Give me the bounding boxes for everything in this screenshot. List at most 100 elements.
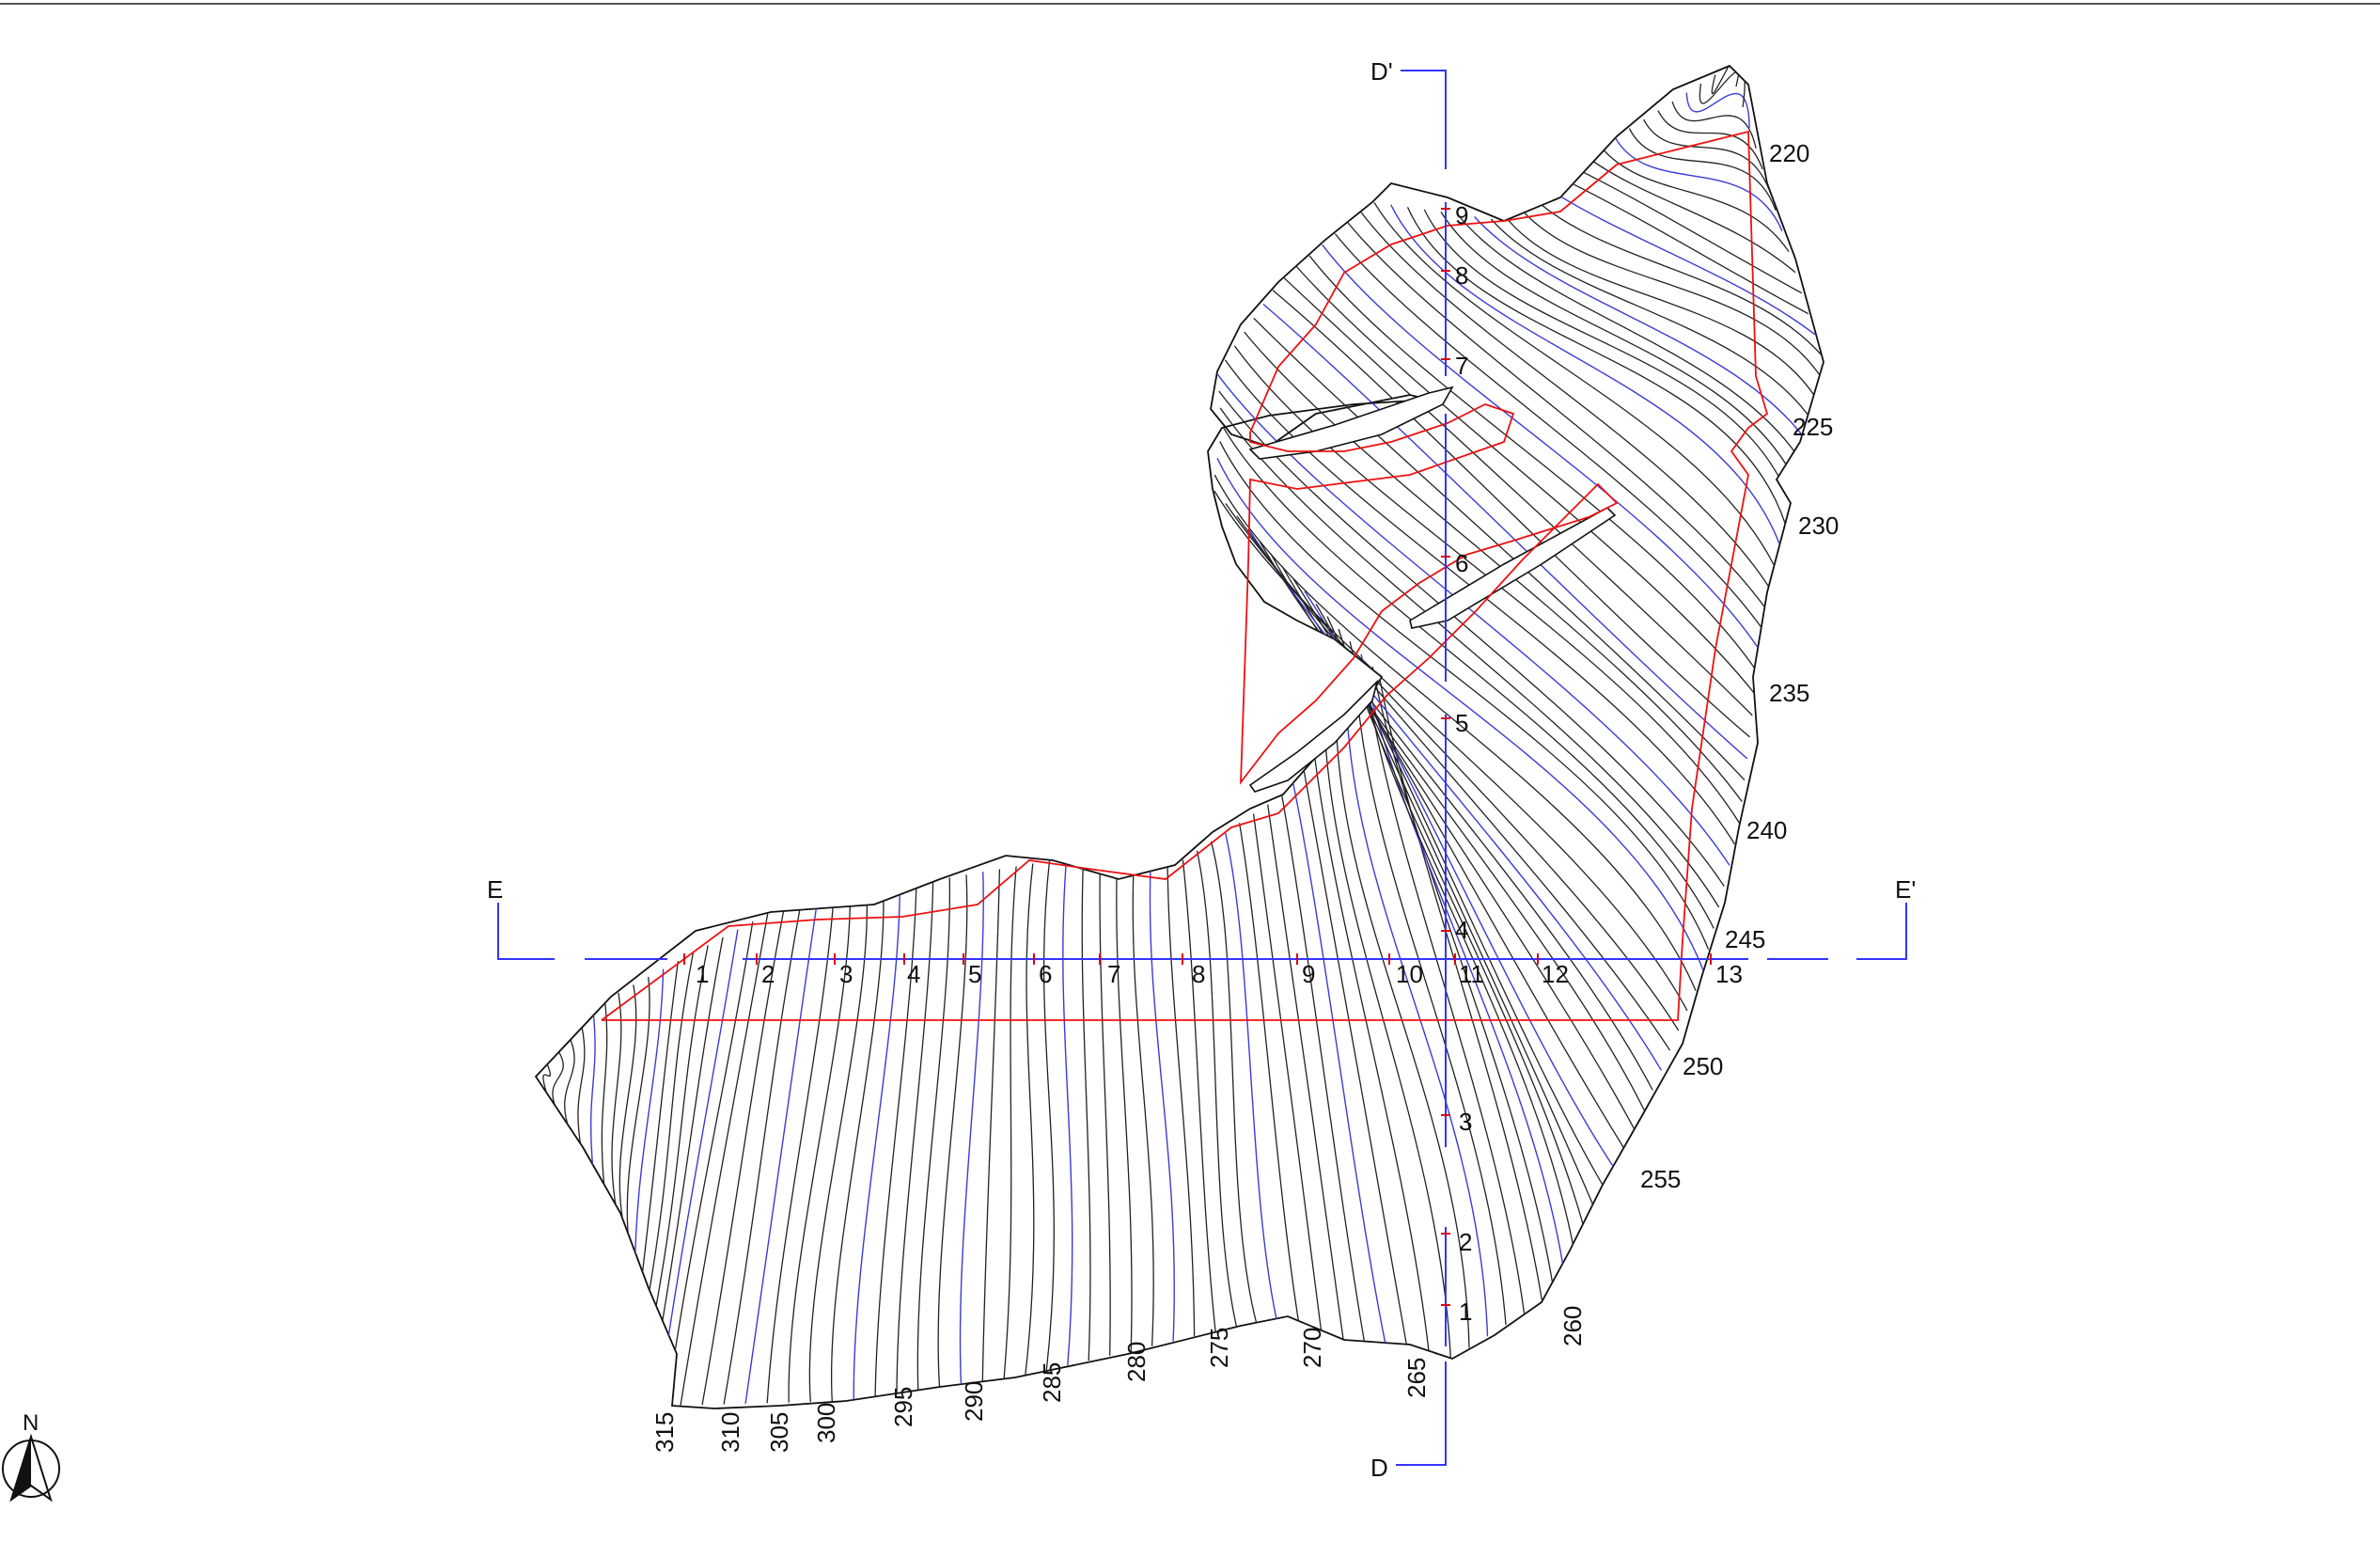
- section-e-start-label: E: [487, 875, 503, 904]
- terrain-cut-upper: [1248, 386, 1454, 460]
- contour-line: [1003, 866, 1017, 1379]
- index-contour: [853, 887, 900, 1400]
- contour-line: [1259, 541, 1653, 1091]
- contour-line: [1283, 276, 1753, 716]
- contour-line: [1196, 850, 1238, 1328]
- section-e-station-label: 1: [696, 960, 709, 988]
- contour-line: [626, 976, 650, 1247]
- section-e-end-label: E': [1895, 875, 1916, 904]
- contour-line: [1373, 201, 1776, 566]
- section-e-station-label: 12: [1542, 960, 1569, 988]
- contour-line: [896, 880, 934, 1394]
- section-d-station-label: 6: [1455, 549, 1468, 577]
- section-d-station-label: 4: [1455, 916, 1468, 944]
- contour-line: [1267, 804, 1345, 1343]
- contour-line: [1506, 218, 1816, 398]
- contour-line: [1601, 147, 1790, 253]
- index-contour: [1685, 92, 1750, 128]
- index-contour: [1292, 782, 1387, 1349]
- north-arrow-icon: N: [2, 1410, 60, 1503]
- contour-line: [1042, 860, 1055, 1371]
- contour-line: [656, 936, 724, 1352]
- contour-line: [1336, 731, 1470, 1348]
- contour-line: [618, 984, 637, 1226]
- contour-line: [1349, 641, 1574, 1245]
- contour-elevation-label: 305: [765, 1412, 793, 1453]
- contour-line: [1099, 861, 1111, 1356]
- section-d-start-label: D: [1370, 1454, 1388, 1482]
- contour-line: [1213, 474, 1697, 991]
- contour-line: [830, 889, 885, 1402]
- contour-line: [766, 899, 835, 1404]
- section-e-station-label: 3: [839, 960, 853, 988]
- contour-line: [916, 877, 951, 1392]
- section-e-station-label: 13: [1715, 960, 1743, 988]
- contour-line: [701, 909, 785, 1406]
- contour-line: [788, 896, 852, 1403]
- section-e-station-label: 11: [1459, 960, 1484, 988]
- contour-elevation-label: 275: [1205, 1328, 1233, 1368]
- contour-line: [1347, 222, 1766, 608]
- contour-line: [1379, 679, 1543, 1302]
- section-d-station-label: 9: [1455, 201, 1468, 229]
- terrain-cut-middle: [1409, 507, 1617, 629]
- contour-line: [1490, 218, 1811, 419]
- contour-line: [1210, 841, 1259, 1329]
- contour-line: [1457, 213, 1802, 462]
- contour-line: [1221, 424, 1715, 929]
- contour-line: [667, 921, 754, 1393]
- contour-line: [564, 1039, 575, 1133]
- contour-elevation-label: 300: [812, 1403, 840, 1443]
- section-d-station-label: 8: [1455, 261, 1468, 290]
- contour-elevation-label: 285: [1038, 1362, 1066, 1403]
- contour-line: [874, 883, 917, 1397]
- contour-elevation-label: 235: [1769, 679, 1809, 707]
- section-d-end-label: D': [1370, 57, 1393, 86]
- index-contour: [662, 929, 739, 1373]
- contour-line: [1225, 503, 1680, 1031]
- contour-line: [1213, 490, 1688, 1012]
- contour-line: [1360, 212, 1770, 588]
- contour-elevation-label: 260: [1558, 1306, 1587, 1346]
- contour-line: [650, 945, 709, 1330]
- contour-line: [611, 992, 622, 1206]
- contour-elevation-label: 240: [1746, 816, 1787, 844]
- index-contour: [1062, 860, 1073, 1366]
- contour-elevation-label: 310: [716, 1412, 744, 1453]
- contour-line: [1588, 157, 1796, 274]
- index-contour: [1224, 831, 1280, 1332]
- contour-line: [1324, 744, 1451, 1359]
- section-d-station-label: 5: [1455, 709, 1468, 737]
- contour-elevation-label: 315: [650, 1412, 679, 1453]
- contour-elevation-label: 290: [960, 1381, 988, 1422]
- section-line-e: E E': [487, 875, 1916, 960]
- contour-line: [1440, 212, 1796, 482]
- contour-line: [981, 869, 1001, 1382]
- contour-line: [1308, 255, 1759, 673]
- section-d-stations: 1 2 3 4 5 6 7 8 9: [1441, 201, 1472, 1326]
- contour-line: [542, 1063, 551, 1095]
- contour-lines: [542, 66, 1823, 1406]
- contour-line: [639, 961, 680, 1289]
- section-e-station-label: 6: [1039, 960, 1052, 988]
- index-contour: [1346, 717, 1489, 1337]
- contour-line: [1295, 266, 1756, 695]
- section-e-station-label: 7: [1107, 960, 1120, 988]
- contour-line: [1368, 692, 1526, 1314]
- terrain-cut-lower: [1248, 679, 1379, 793]
- contour-line: [1643, 118, 1770, 191]
- index-contour: [744, 903, 818, 1404]
- contour-line: [1252, 813, 1323, 1339]
- index-contour: [959, 872, 984, 1386]
- index-contour: [1262, 303, 1748, 760]
- index-contour: [1390, 204, 1781, 545]
- contour-line: [1219, 407, 1720, 908]
- contour-elevation-label: 230: [1798, 511, 1839, 540]
- contour-line: [1560, 177, 1809, 315]
- site-boundary: [601, 130, 1769, 1021]
- contour-line: [680, 913, 769, 1406]
- contour-line: [1081, 861, 1091, 1361]
- contour-line: [1025, 863, 1035, 1376]
- section-e-station-label: 8: [1192, 960, 1205, 988]
